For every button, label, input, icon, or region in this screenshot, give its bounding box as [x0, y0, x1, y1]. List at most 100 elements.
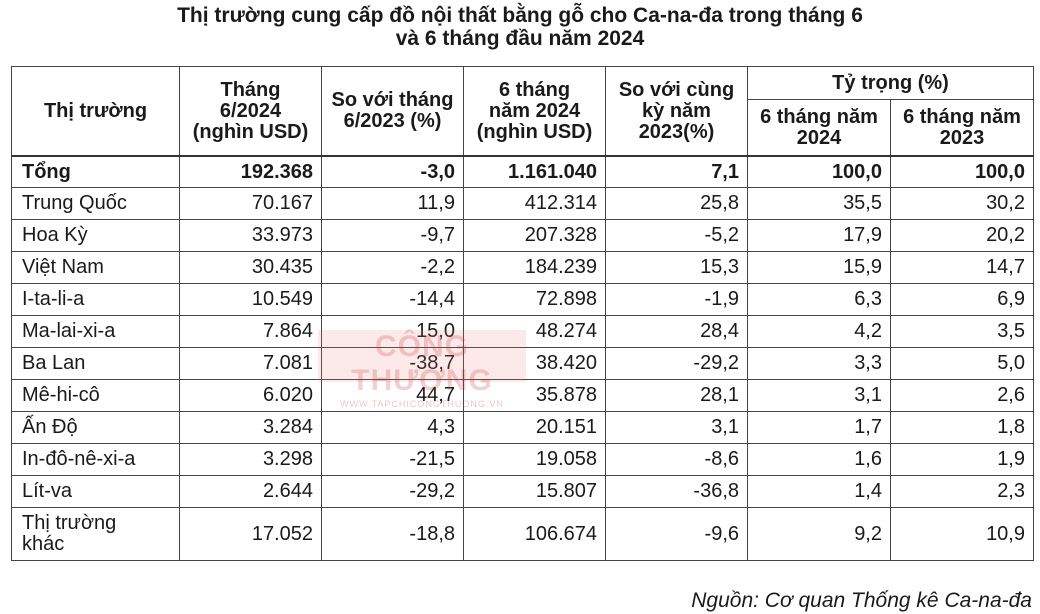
cell-market: Ba Lan	[11, 347, 180, 380]
table-body: Tổng 192.368 -3,0 1.161.040 7,1 100,0 10…	[11, 155, 1034, 561]
header-six-month-value: 6 tháng năm 2024 (nghìn USD)	[463, 66, 606, 157]
cell-market: Lít-va	[11, 475, 180, 508]
table-row: I-ta-li-a 10.549 -14,4 72.898 -1,9 6,3 6…	[11, 283, 1034, 316]
cell-month-value: 7.081	[179, 347, 322, 380]
cell-share-2024: 4,2	[747, 315, 891, 348]
header-share-group: Tỷ trọng (%)	[747, 66, 1034, 100]
cell-vs-month: 11,9	[321, 187, 464, 220]
cell-month-value: 70.167	[179, 187, 322, 220]
cell-month-value: 17.052	[179, 507, 322, 561]
header-market: Thị trường	[11, 66, 180, 157]
cell-share-2024: 3,3	[747, 347, 891, 380]
cell-vs-same-period: -36,8	[605, 475, 748, 508]
cell-six-month-value: 48.274	[463, 315, 606, 348]
cell-market: Ma-lai-xi-a	[11, 315, 180, 348]
cell-vs-same-period: -1,9	[605, 283, 748, 316]
cell-vs-same-period: 7,1	[605, 155, 748, 188]
cell-market: Mê-hi-cô	[11, 379, 180, 412]
cell-market: Ấn Độ	[11, 411, 180, 444]
cell-six-month-value: 412.314	[463, 187, 606, 220]
table-row: Trung Quốc 70.167 11,9 412.314 25,8 35,5…	[11, 187, 1034, 220]
market-table: Thị trường Tháng 6/2024 (nghìn USD) So v…	[11, 66, 1034, 561]
header-vs-month: So với tháng 6/2023 (%)	[321, 66, 464, 157]
cell-market: I-ta-li-a	[11, 283, 180, 316]
cell-six-month-value: 35.878	[463, 379, 606, 412]
cell-share-2023: 14,7	[890, 251, 1034, 284]
header-line: So với tháng	[331, 89, 454, 111]
cell-vs-month: -21,5	[321, 443, 464, 476]
header-line: 6 tháng	[498, 78, 571, 101]
cell-six-month-value: 38.420	[463, 347, 606, 380]
cell-vs-same-period: -8,6	[605, 443, 748, 476]
cell-vs-month: -14,4	[321, 283, 464, 316]
title-line-1: Thị trường cung cấp đồ nội thất bằng gỗ …	[177, 4, 863, 27]
cell-vs-month: -3,0	[321, 155, 464, 188]
cell-vs-same-period: -5,2	[605, 219, 748, 252]
cell-month-value: 2.644	[179, 475, 322, 508]
cell-share-2023: 20,2	[890, 219, 1034, 252]
cell-share-2024: 6,3	[747, 283, 891, 316]
cell-share-2023: 2,6	[890, 379, 1034, 412]
table-row: Việt Nam 30.435 -2,2 184.239 15,3 15,9 1…	[11, 251, 1034, 284]
header-share-2023: 6 tháng năm 2023	[890, 99, 1034, 157]
cell-vs-same-period: 15,3	[605, 251, 748, 284]
header-vs-same-period: So với cùng kỳ năm 2023(%)	[605, 66, 748, 157]
cell-month-value: 7.864	[179, 315, 322, 348]
cell-market-line: Thị trường	[22, 512, 117, 534]
cell-share-2023: 2,3	[890, 475, 1034, 508]
header-line: 6 tháng năm	[760, 105, 878, 128]
cell-vs-month: 44,7	[321, 379, 464, 412]
header-line: năm 2024	[488, 99, 581, 122]
cell-share-2023: 6,9	[890, 283, 1034, 316]
cell-share-2023: 30,2	[890, 187, 1034, 220]
cell-vs-same-period: 28,1	[605, 379, 748, 412]
cell-market: Tổng	[11, 155, 180, 188]
header-share-2024: 6 tháng năm 2024	[747, 99, 891, 157]
table-row: Ấn Độ 3.284 4,3 20.151 3,1 1,7 1,8	[11, 411, 1034, 444]
header-line: So với cùng	[618, 78, 735, 101]
cell-vs-same-period: -29,2	[605, 347, 748, 380]
cell-six-month-value: 20.151	[463, 411, 606, 444]
header-line: 2023(%)	[638, 120, 715, 143]
cell-share-2023: 10,9	[890, 507, 1034, 561]
cell-share-2023: 100,0	[890, 155, 1034, 188]
header-line: 2024	[796, 126, 842, 149]
table-row: Lít-va 2.644 -29,2 15.807 -36,8 1,4 2,3	[11, 475, 1034, 508]
header-line: 6/2023 (%)	[343, 110, 442, 132]
cell-vs-month: -29,2	[321, 475, 464, 508]
cell-share-2024: 3,1	[747, 379, 891, 412]
cell-six-month-value: 15.807	[463, 475, 606, 508]
page-title: Thị trường cung cấp đồ nội thất bằng gỗ …	[0, 4, 1040, 50]
cell-vs-same-period: 25,8	[605, 187, 748, 220]
cell-month-value: 3.284	[179, 411, 322, 444]
cell-share-2024: 9,2	[747, 507, 891, 561]
cell-share-2024: 15,9	[747, 251, 891, 284]
table-row: Thị trường khác 17.052 -18,8 106.674 -9,…	[11, 507, 1034, 561]
cell-share-2023: 1,8	[890, 411, 1034, 444]
table-row: Hoa Kỳ 33.973 -9,7 207.328 -5,2 17,9 20,…	[11, 219, 1034, 252]
cell-vs-same-period: -9,6	[605, 507, 748, 561]
cell-six-month-value: 72.898	[463, 283, 606, 316]
cell-month-value: 6.020	[179, 379, 322, 412]
table-row: Ma-lai-xi-a 7.864 15,0 48.274 28,4 4,2 3…	[11, 315, 1034, 348]
cell-share-2024: 17,9	[747, 219, 891, 252]
cell-market: Việt Nam	[11, 251, 180, 284]
cell-month-value: 30.435	[179, 251, 322, 284]
cell-market-line: khác	[22, 533, 65, 555]
cell-month-value: 10.549	[179, 283, 322, 316]
cell-six-month-value: 1.161.040	[463, 155, 606, 188]
header-line: (nghìn USD)	[476, 120, 593, 143]
header-line: 2023	[939, 126, 985, 149]
cell-share-2024: 100,0	[747, 155, 891, 188]
table-row-total: Tổng 192.368 -3,0 1.161.040 7,1 100,0 10…	[11, 155, 1034, 188]
table-row: Ba Lan 7.081 -38,7 38.420 -29,2 3,3 5,0	[11, 347, 1034, 380]
table-row: Mê-hi-cô 6.020 44,7 35.878 28,1 3,1 2,6	[11, 379, 1034, 412]
header-line: kỳ năm	[642, 99, 711, 122]
cell-market: In-đô-nê-xi-a	[11, 443, 180, 476]
cell-vs-month: 15,0	[321, 315, 464, 348]
cell-market: Hoa Kỳ	[11, 219, 180, 252]
cell-share-2024: 1,4	[747, 475, 891, 508]
cell-six-month-value: 207.328	[463, 219, 606, 252]
source-note: Nguồn: Cơ quan Thống kê Ca-na-đa	[691, 589, 1032, 612]
cell-market: Thị trường khác	[11, 507, 180, 561]
